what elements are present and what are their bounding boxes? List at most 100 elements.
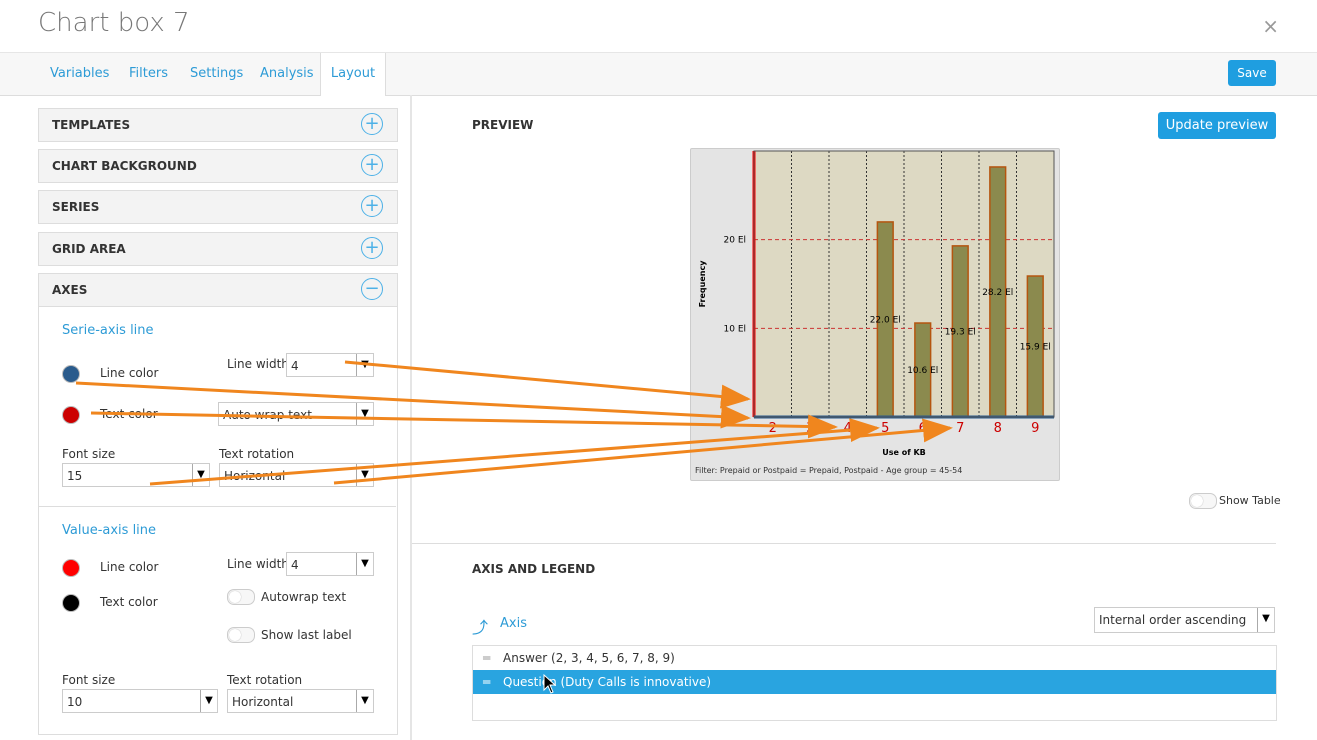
plus-circle-icon[interactable]: + [361, 113, 383, 135]
x-tick-label: 9 [1031, 421, 1039, 436]
accordion-axes[interactable]: AXES − [38, 273, 398, 307]
data-label: 22.0 El [870, 315, 901, 325]
save-button[interactable]: Save [1228, 60, 1276, 86]
y-tick-label: 10 El [724, 324, 747, 334]
chevron-down-icon: ▼ [356, 464, 373, 486]
axis-list: ═ Answer (2, 3, 4, 5, 6, 7, 8, 9) ═ Ques… [472, 645, 1277, 721]
vertical-divider [410, 95, 412, 740]
select-value: 10 [67, 695, 83, 709]
data-labels: 22.0 El 10.6 El 19.3 El 28.2 El 15.9 El [870, 288, 1051, 376]
serie-font-size-select[interactable]: 15 ▼ [62, 463, 210, 487]
chevron-down-icon: ▼ [192, 464, 209, 486]
vertical-gridlines [791, 151, 1017, 417]
chart-preview: 22.0 El 10.6 El 19.3 El 28.2 El 15.9 El 2 3 4 5… [690, 148, 1060, 481]
axis-legend-heading: AXIS AND LEGEND [472, 562, 596, 576]
serie-text-wrap-select[interactable]: Auto wrap text ▼ [218, 402, 374, 426]
axes-panel [38, 306, 398, 735]
line-color-label: Line color [100, 560, 159, 574]
line-width-label: Line width [227, 557, 289, 571]
plus-circle-icon[interactable]: + [361, 237, 383, 259]
accordion-grid-area[interactable]: GRID AREA + [38, 232, 398, 266]
preview-heading: PREVIEW [472, 118, 534, 132]
list-item[interactable]: ═ Answer (2, 3, 4, 5, 6, 7, 8, 9) [473, 646, 1276, 670]
font-size-label: Font size [62, 673, 116, 687]
chevron-down-icon: ▼ [356, 354, 373, 376]
chevron-down-icon: ▼ [200, 690, 217, 712]
accordion-label: AXES [52, 283, 88, 297]
select-value: 4 [291, 558, 299, 572]
x-tick-label: 2 [769, 421, 777, 436]
accordion-templates[interactable]: TEMPLATES + [38, 108, 398, 142]
accordion-chart-background[interactable]: CHART BACKGROUND + [38, 149, 398, 183]
value-line-color-swatch[interactable] [62, 559, 80, 577]
plus-circle-icon[interactable]: + [361, 154, 383, 176]
plus-circle-icon[interactable]: + [361, 195, 383, 217]
value-font-size-select[interactable]: 10 ▼ [62, 689, 218, 713]
serie-line-color-swatch[interactable] [62, 365, 80, 383]
tab-layout[interactable]: Layout [320, 53, 386, 96]
line-color-label: Line color [100, 366, 159, 380]
line-width-label: Line width [227, 357, 289, 371]
autowrap-toggle[interactable] [227, 589, 255, 605]
dialog-title: Chart box 7 [38, 8, 190, 38]
show-last-label-text: Show last label [261, 628, 352, 642]
accordion-label: GRID AREA [52, 242, 126, 256]
x-tick-label: 4 [844, 421, 852, 436]
y-tick-labels: 10 El 20 El [724, 236, 747, 335]
axis-link[interactable]: Axis [500, 616, 527, 631]
order-select[interactable]: Internal order ascending ▼ [1094, 607, 1275, 633]
list-item-label: Answer (2, 3, 4, 5, 6, 7, 8, 9) [503, 651, 675, 665]
list-item-selected[interactable]: ═ Question (Duty Calls is innovative) [473, 670, 1276, 694]
show-table-toggle[interactable] [1189, 493, 1217, 509]
serie-axis-heading: Serie-axis line [62, 323, 154, 338]
mouse-cursor-icon [543, 674, 557, 694]
text-rotation-label: Text rotation [219, 447, 295, 461]
accordion-label: CHART BACKGROUND [52, 159, 197, 173]
select-value: Internal order ascending [1099, 613, 1247, 627]
tab-variables[interactable]: Variables [50, 66, 110, 81]
bars [876, 166, 1044, 418]
value-axis-heading: Value-axis line [62, 523, 157, 538]
y-axis-title: Frequency [698, 260, 707, 308]
x-tick-label: 8 [994, 421, 1002, 436]
tab-settings[interactable]: Settings [190, 66, 244, 81]
value-text-rotation-select[interactable]: Horizontal ▼ [227, 689, 374, 713]
select-value: Auto wrap text [223, 408, 312, 422]
x-axis-title: Use of KB [882, 448, 926, 457]
chevron-down-icon: ▼ [1257, 608, 1274, 632]
close-icon[interactable]: × [1262, 14, 1279, 38]
select-value: Horizontal [224, 469, 286, 483]
accordion-series[interactable]: SERIES + [38, 190, 398, 224]
dialog-header: Chart box 7 × [0, 0, 1317, 53]
update-preview-button[interactable]: Update preview [1158, 112, 1276, 139]
show-last-label-toggle[interactable] [227, 627, 255, 643]
plot-border [753, 150, 1055, 418]
section-divider [38, 506, 396, 507]
chevron-down-icon: ▼ [356, 403, 373, 425]
x-tick-label: 5 [881, 421, 889, 436]
show-table-label: Show Table [1219, 494, 1281, 507]
select-value: 15 [67, 469, 83, 483]
minus-circle-icon[interactable]: − [361, 278, 383, 300]
data-label: 19.3 El [945, 327, 976, 337]
select-value: 4 [291, 359, 299, 373]
drag-handle-icon[interactable]: ═ [483, 675, 491, 689]
x-tick-label: 3 [806, 421, 814, 436]
serie-text-color-swatch[interactable] [62, 406, 80, 424]
chevron-down-icon: ▼ [356, 553, 373, 575]
accordion-label: SERIES [52, 200, 100, 214]
axis-icon[interactable]: ⤴ [472, 618, 489, 637]
value-text-color-swatch[interactable] [62, 594, 80, 612]
serie-text-rotation-select[interactable]: Horizontal ▼ [219, 463, 374, 487]
value-line-width-select[interactable]: 4 ▼ [286, 552, 374, 576]
x-tick-labels: 2 3 4 5 6 7 8 9 [769, 421, 1040, 436]
tab-analysis[interactable]: Analysis [260, 66, 314, 81]
chevron-down-icon: ▼ [356, 690, 373, 712]
tab-filters[interactable]: Filters [129, 66, 168, 81]
section-divider [412, 543, 1276, 544]
font-size-label: Font size [62, 447, 116, 461]
serie-line-width-select[interactable]: 4 ▼ [286, 353, 374, 377]
drag-handle-icon[interactable]: ═ [483, 651, 491, 665]
data-label: 15.9 El [1020, 343, 1051, 353]
chart-svg: 22.0 El 10.6 El 19.3 El 28.2 El 15.9 El 2 3 4 5… [695, 150, 1055, 475]
